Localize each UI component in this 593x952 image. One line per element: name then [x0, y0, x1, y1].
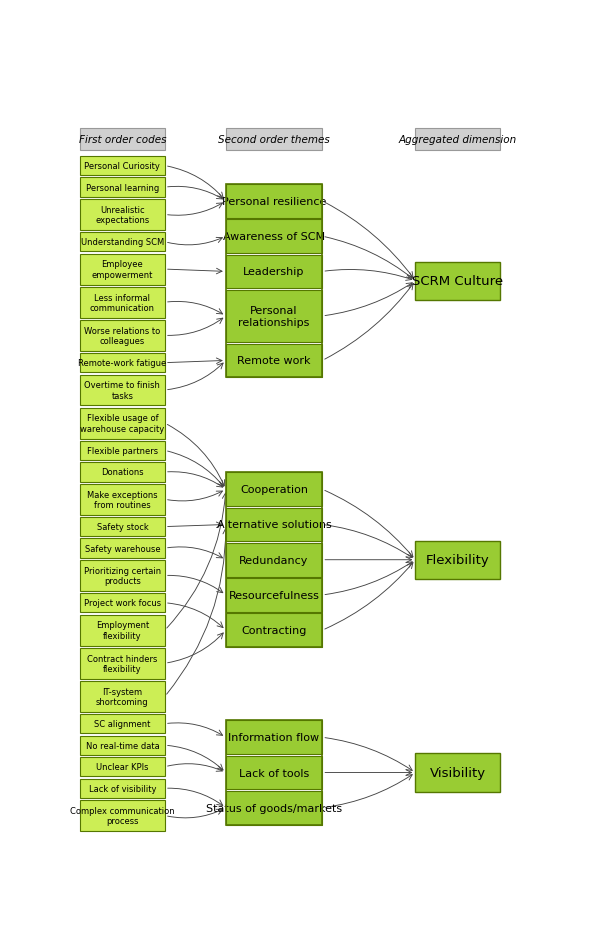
Text: Awareness of SCM: Awareness of SCM [223, 232, 325, 242]
FancyBboxPatch shape [226, 791, 323, 824]
FancyBboxPatch shape [80, 129, 165, 151]
FancyBboxPatch shape [80, 463, 165, 482]
FancyBboxPatch shape [80, 593, 165, 613]
FancyBboxPatch shape [80, 375, 165, 406]
Text: Worse relations to
colleagues: Worse relations to colleagues [84, 327, 161, 346]
Text: Contracting: Contracting [241, 625, 307, 636]
Text: Cooperation: Cooperation [240, 485, 308, 495]
FancyBboxPatch shape [226, 345, 323, 378]
Text: Personal learning: Personal learning [86, 184, 159, 192]
FancyBboxPatch shape [226, 508, 323, 542]
Text: Flexibility: Flexibility [426, 554, 490, 566]
FancyBboxPatch shape [80, 779, 165, 798]
FancyBboxPatch shape [226, 255, 323, 289]
Text: No real-time data: No real-time data [85, 741, 160, 750]
FancyBboxPatch shape [226, 185, 323, 219]
FancyBboxPatch shape [80, 648, 165, 679]
FancyBboxPatch shape [80, 353, 165, 373]
FancyBboxPatch shape [80, 321, 165, 351]
Text: Safety stock: Safety stock [97, 523, 148, 531]
Text: Project work focus: Project work focus [84, 599, 161, 607]
Text: Unrealistic
expectations: Unrealistic expectations [95, 206, 149, 225]
Text: Employment
flexibility: Employment flexibility [95, 621, 149, 640]
Text: Second order themes: Second order themes [218, 135, 330, 145]
Text: Aggregated dimension: Aggregated dimension [398, 135, 517, 145]
Text: Visibility: Visibility [430, 766, 486, 779]
FancyBboxPatch shape [226, 756, 323, 789]
Text: Resourcefulness: Resourcefulness [229, 590, 320, 601]
FancyBboxPatch shape [415, 541, 500, 579]
Text: Flexible partners: Flexible partners [87, 446, 158, 455]
Text: Leadership: Leadership [243, 268, 305, 277]
FancyBboxPatch shape [226, 220, 323, 254]
Text: Information flow: Information flow [228, 732, 320, 743]
FancyBboxPatch shape [226, 129, 323, 151]
FancyBboxPatch shape [80, 682, 165, 712]
Text: Overtime to finish
tasks: Overtime to finish tasks [84, 381, 160, 400]
FancyBboxPatch shape [226, 614, 323, 647]
FancyBboxPatch shape [226, 579, 323, 612]
Text: Personal Curiosity: Personal Curiosity [84, 162, 160, 171]
Text: Prioritizing certain
products: Prioritizing certain products [84, 566, 161, 585]
FancyBboxPatch shape [80, 714, 165, 734]
Text: Alternative solutions: Alternative solutions [216, 520, 331, 530]
FancyBboxPatch shape [415, 129, 500, 151]
Text: Donations: Donations [101, 468, 144, 477]
Text: Personal resilience: Personal resilience [222, 197, 326, 207]
Text: Lack of visibility: Lack of visibility [88, 783, 156, 793]
Text: Remote-work fatigue: Remote-work fatigue [78, 359, 167, 367]
FancyBboxPatch shape [80, 233, 165, 252]
FancyBboxPatch shape [226, 473, 323, 506]
FancyBboxPatch shape [415, 263, 500, 301]
Text: Make exceptions
from routines: Make exceptions from routines [87, 490, 158, 509]
Text: Less informal
communication: Less informal communication [90, 293, 155, 312]
FancyBboxPatch shape [80, 517, 165, 537]
Text: Status of goods/markets: Status of goods/markets [206, 803, 342, 813]
FancyBboxPatch shape [415, 754, 500, 792]
Text: Safety warehouse: Safety warehouse [85, 544, 160, 553]
FancyBboxPatch shape [80, 801, 165, 831]
FancyBboxPatch shape [80, 157, 165, 176]
FancyBboxPatch shape [226, 721, 323, 754]
Text: SC alignment: SC alignment [94, 720, 151, 728]
Text: Lack of tools: Lack of tools [239, 767, 309, 778]
Text: Personal
relationships: Personal relationships [238, 306, 310, 327]
FancyBboxPatch shape [80, 485, 165, 515]
FancyBboxPatch shape [80, 254, 165, 286]
FancyBboxPatch shape [80, 615, 165, 645]
Text: Redundancy: Redundancy [240, 555, 309, 565]
FancyBboxPatch shape [80, 539, 165, 558]
Text: First order codes: First order codes [79, 135, 166, 145]
FancyBboxPatch shape [80, 736, 165, 755]
Text: SCRM Culture: SCRM Culture [412, 275, 503, 288]
Text: IT-system
shortcoming: IT-system shortcoming [96, 687, 149, 706]
Text: Understanding SCM: Understanding SCM [81, 238, 164, 247]
FancyBboxPatch shape [80, 288, 165, 318]
FancyBboxPatch shape [226, 544, 323, 577]
Text: Flexible usage of
warehouse capacity: Flexible usage of warehouse capacity [80, 414, 164, 433]
FancyBboxPatch shape [80, 178, 165, 198]
Text: Contract hinders
flexibility: Contract hinders flexibility [87, 654, 158, 673]
Text: Unclear KPIs: Unclear KPIs [96, 763, 149, 771]
FancyBboxPatch shape [80, 561, 165, 591]
FancyBboxPatch shape [80, 408, 165, 439]
FancyBboxPatch shape [80, 757, 165, 777]
Text: Employee
empowerment: Employee empowerment [92, 260, 153, 280]
Text: Remote work: Remote work [237, 356, 311, 366]
FancyBboxPatch shape [226, 290, 323, 343]
FancyBboxPatch shape [80, 442, 165, 461]
Text: Complex communication
process: Complex communication process [70, 806, 175, 825]
FancyBboxPatch shape [80, 200, 165, 230]
